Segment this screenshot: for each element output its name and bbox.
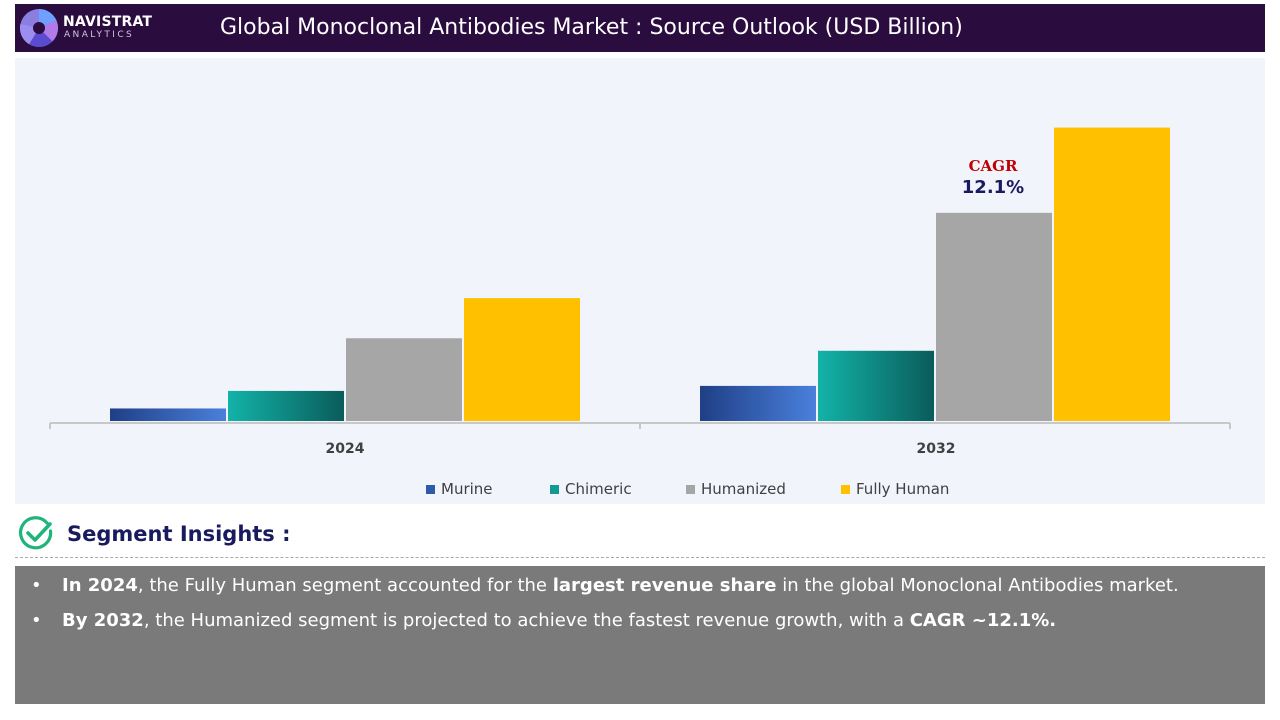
bullet-icon: • xyxy=(31,610,42,631)
brand-name: NAVISTRAT xyxy=(63,14,153,30)
bar-chimeric-2024 xyxy=(228,390,344,421)
check-circle-icon xyxy=(19,516,53,550)
bullet-icon: • xyxy=(31,575,42,596)
insight-bold: largest revenue share xyxy=(552,575,777,596)
bar-humanized-2024 xyxy=(346,338,462,421)
insights-title: Segment Insights : xyxy=(67,522,291,546)
legend-swatch xyxy=(426,484,435,494)
legend-label: Humanized xyxy=(701,480,786,498)
chart-legend: Murine Chimeric Humanized Fully Human xyxy=(0,480,1280,500)
insight-item-1: In 2024, the Fully Human segment account… xyxy=(62,575,1179,596)
insight-bold: CAGR ~12.1%. xyxy=(909,610,1057,631)
insights-header: Segment Insights : xyxy=(15,512,1265,558)
x-tick-label: 2024 xyxy=(326,441,365,457)
bar-humanized-2032 xyxy=(936,212,1052,421)
page-title: Global Monoclonal Antibodies Market : So… xyxy=(220,15,963,40)
bar-chimeric-2032 xyxy=(818,350,934,421)
legend-swatch xyxy=(686,484,695,494)
x-tick-label: 2032 xyxy=(917,441,956,457)
insight-text: in the global Monoclonal Antibodies mark… xyxy=(776,575,1179,596)
header-bar: NAVISTRAT ANALYTICS Global Monoclonal An… xyxy=(15,4,1265,52)
legend-swatch xyxy=(550,484,559,494)
bar-fully-human-2024 xyxy=(464,298,580,421)
insights-body: • In 2024, the Fully Human segment accou… xyxy=(15,566,1265,704)
legend-item-fully-human: Fully Human xyxy=(841,480,949,498)
insight-item-2: By 2032, the Humanized segment is projec… xyxy=(62,610,1056,631)
bar-murine-2032 xyxy=(700,385,816,421)
insight-bold: By 2032 xyxy=(62,610,144,631)
legend-label: Murine xyxy=(441,480,493,498)
cagr-label: CAGR xyxy=(969,157,1018,175)
bar-murine-2024 xyxy=(110,408,226,421)
legend-label: Fully Human xyxy=(856,480,950,498)
logo-icon xyxy=(19,8,58,48)
bar-fully-human-2032 xyxy=(1054,127,1170,421)
legend-label: Chimeric xyxy=(565,480,632,498)
legend-item-murine: Murine xyxy=(426,480,493,498)
insight-bold: In 2024 xyxy=(62,575,138,596)
cagr-value: 12.1% xyxy=(962,177,1024,198)
brand-subtitle: ANALYTICS xyxy=(64,30,135,40)
bar-chart: 2024 2032 CAGR 12.1% xyxy=(49,127,1231,457)
legend-item-chimeric: Chimeric xyxy=(550,480,632,498)
insight-text: , the Humanized segment is projected to … xyxy=(143,610,910,631)
legend-item-humanized: Humanized xyxy=(686,480,786,498)
legend-swatch xyxy=(841,484,850,494)
insight-text: , the Fully Human segment accounted for … xyxy=(137,575,553,596)
